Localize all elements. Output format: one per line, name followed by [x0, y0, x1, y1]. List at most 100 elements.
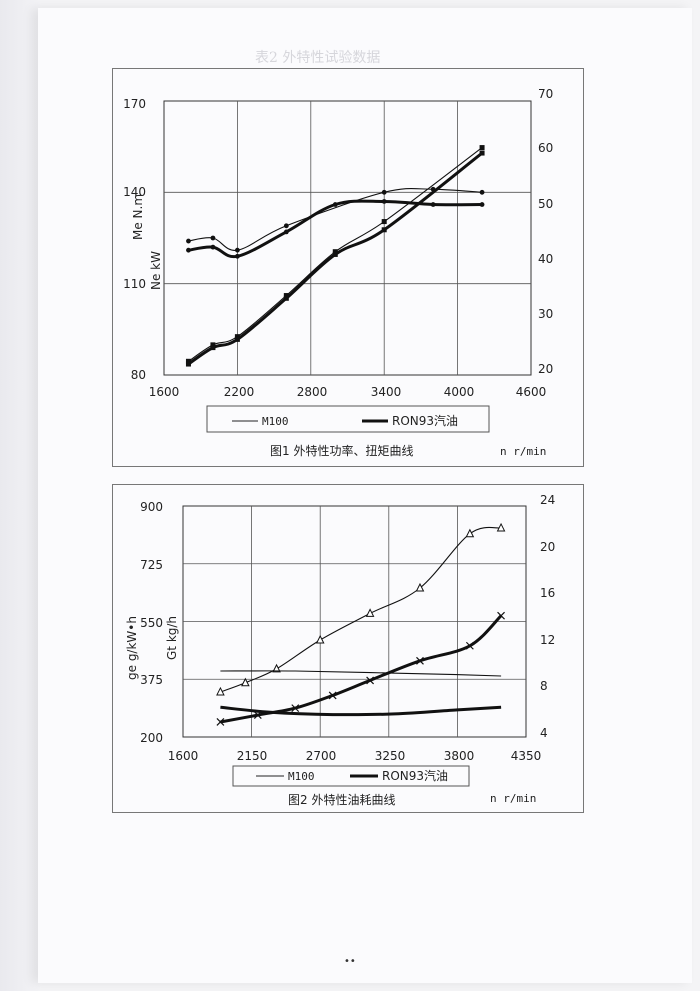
fig2-legend-m100: M100	[288, 770, 315, 783]
fig2-series-gt-m100-point	[465, 528, 475, 538]
fig1-series-ne-ron93-point	[210, 345, 216, 351]
fig2-yright-tick-12: 12	[540, 633, 555, 647]
fig1-series-ne-ron93-point	[185, 361, 191, 367]
chart-marks	[163, 100, 532, 738]
fig1-x-tick-4600: 4600	[516, 385, 547, 399]
page-gutter	[0, 0, 40, 991]
fig2-series-gt-ron93-point	[291, 704, 300, 713]
fig1-series-me-m100-point	[210, 235, 216, 241]
fig2-x-tick-3800: 3800	[444, 749, 475, 763]
fig2-series-gt-ron93-point	[416, 656, 424, 665]
fig2-series-gt-ron93-point	[465, 641, 474, 650]
fig1-yleft-tick-110: 110	[123, 277, 146, 291]
fig1-series-me-m100-point	[381, 189, 387, 195]
fig1-series-me-ron93-point	[235, 253, 240, 259]
fig2-series-ge-ron93-line	[220, 705, 502, 717]
fig1-series-me-ron93-point	[186, 247, 191, 253]
fig2-series-gt-m100-point	[241, 677, 250, 687]
fig1-title: 图1 外特性功率、扭矩曲线	[270, 443, 413, 458]
fig1-yright-tick-40: 40	[538, 252, 553, 266]
fig2-yright-tick-24: 24	[540, 493, 555, 507]
fig1-series-ne-m100-point	[381, 219, 387, 225]
fig2-series-gt-ron93-point	[216, 718, 225, 726]
fig2-series-gt-m100-point	[365, 608, 375, 617]
fig1-series-me-m100-point	[479, 189, 485, 195]
fig2-yleft-tick-725: 725	[140, 558, 163, 572]
fig2-series-gt-ron93-point	[328, 691, 337, 700]
fig1-legend-m100: M100	[262, 415, 289, 428]
fig2-yright-tick-16: 16	[540, 586, 555, 600]
fig1-x-tick-3400: 3400	[371, 385, 402, 399]
fig2-legend	[232, 765, 470, 787]
fig1-legend	[206, 405, 490, 433]
fig1-series-ne-ron93-point	[479, 150, 485, 156]
fig1-x-tick-2200: 2200	[224, 385, 255, 399]
fig1-series-me-m100-point	[186, 238, 191, 244]
fig2-x-tick-2150: 2150	[237, 749, 268, 763]
fig1-yleft-tick-170: 170	[123, 97, 146, 111]
fig1-series-ne-m100-point	[210, 342, 216, 348]
fig1-series-me-ron93-point	[430, 202, 436, 207]
fig1-series-ne-m100-point	[283, 293, 289, 299]
fig1-yright-tick-50: 50	[538, 197, 553, 211]
fig2-series-gt-m100-point	[315, 634, 325, 644]
fig2-legend-ron93: RON93汽油	[382, 768, 448, 783]
fig1-series-me-m100-point	[283, 223, 289, 229]
fig2-yleft-tick-200: 200	[140, 731, 163, 745]
fig1-series-me-ron93-point	[479, 202, 485, 207]
figure-2: 900 725 550 375 200 24 20 16 12 8 4 1600…	[125, 493, 555, 807]
fig2-xlabel: n r/min	[490, 792, 536, 805]
figure-1-frame	[112, 68, 584, 467]
fig1-yright-tick-60: 60	[538, 141, 553, 155]
figure-1: 表2 外特性试验数据 170 140 110 80 70 60 50 40 30…	[123, 50, 553, 458]
page-footer-mark: ••	[344, 956, 356, 967]
fig1-yright-tick-30: 30	[538, 307, 553, 321]
fig1-plot-border	[163, 100, 532, 376]
fig2-series-gt-ron93-line	[220, 614, 503, 724]
fig1-series-me-ron93-point	[283, 229, 289, 235]
fig2-yright-tick-4: 4	[540, 726, 548, 740]
fig2-x-tick-1600: 1600	[168, 749, 199, 763]
fig2-yleft-tick-375: 375	[140, 673, 163, 687]
fig1-series-ne-m100-point	[332, 249, 338, 255]
fig1-series-ne-m100-point	[234, 334, 240, 340]
fig1-x-tick-2800: 2800	[297, 385, 328, 399]
bg-table-title: 表2 外特性试验数据	[255, 50, 380, 66]
fig2-yright-tick-8: 8	[540, 679, 548, 693]
fig1-series-ne-m100-point	[479, 145, 485, 151]
fig2-series-gt-m100-point	[216, 686, 225, 696]
fig1-yright-tick-20: 20	[538, 362, 553, 376]
figure-2-frame	[112, 484, 584, 813]
fig1-series-me-m100-point	[235, 247, 240, 253]
fig1-series-me-ron93-point	[332, 202, 338, 207]
fig1-yright-tick-70: 70	[538, 87, 553, 101]
fig1-yleft-label: Me N.m	[131, 194, 145, 240]
fig1-series-me-m100-line	[188, 187, 483, 251]
fig1-legend-ron93: RON93汽油	[392, 413, 458, 428]
fig2-series-gt-m100-point	[272, 663, 281, 673]
fig2-series-gt-m100-line	[220, 526, 502, 693]
fig1-series-me-ron93-line	[188, 199, 483, 259]
fig1-yleft-tick-80: 80	[131, 368, 146, 382]
fig2-series-gt-ron93-point	[366, 676, 375, 685]
fig2-series-gt-m100-point	[496, 522, 506, 532]
fig2-x-tick-2700: 2700	[306, 749, 337, 763]
fig2-yright-tick-20: 20	[540, 540, 555, 554]
fig2-yleft-tick-550: 550	[140, 616, 163, 630]
fig1-x-tick-1600: 1600	[149, 385, 180, 399]
fig2-series-gt-ron93-point	[497, 611, 505, 620]
fig1-x-tick-4000: 4000	[444, 385, 475, 399]
fig1-series-ne-ron93-line	[187, 151, 484, 366]
fig1-yright-label: Ne kW	[149, 251, 163, 290]
fig2-yright-label: Gt kg/h	[165, 616, 179, 660]
fig2-title: 图2 外特性油耗曲线	[288, 792, 395, 807]
fig1-series-ne-ron93-point	[234, 336, 240, 342]
fig1-series-me-ron93-point	[210, 244, 216, 250]
fig1-series-me-ron93-point	[381, 199, 387, 204]
fig1-xlabel: n r/min	[500, 445, 546, 458]
fig1-series-ne-ron93-point	[381, 227, 387, 233]
fig2-series-gt-m100-point	[415, 582, 425, 592]
fig2-series-ge-m100-line	[220, 670, 502, 677]
fig1-series-ne-m100-point	[185, 358, 191, 364]
